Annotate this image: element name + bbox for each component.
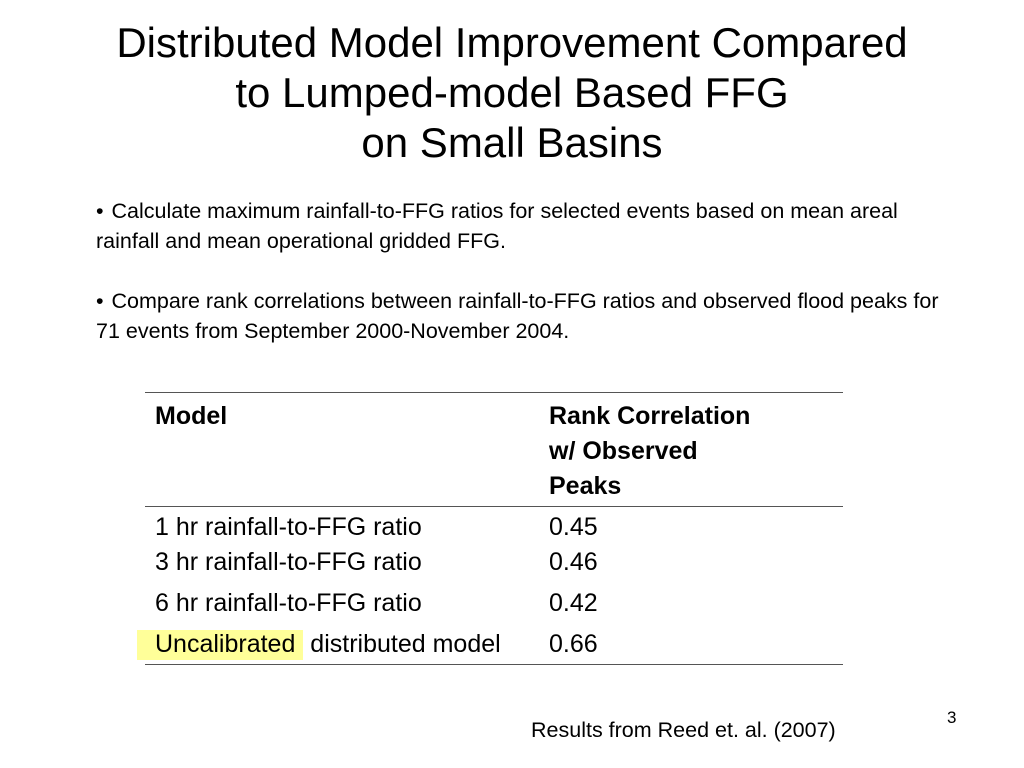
cell-value: 0.46 [549,548,598,576]
cell-model: 1 hr rainfall-to-FFG ratio [155,513,422,541]
bullet-marker: • [96,289,104,313]
cell-model: 3 hr rainfall-to-FFG ratio [155,548,422,576]
bullet-marker: • [96,199,104,223]
slide-title: Distributed Model Improvement Compared t… [0,18,1024,168]
bullet-item: • Calculate maximum rainfall-to-FFG ratio… [96,196,946,256]
title-line-2: to Lumped-model Based FFG [235,69,789,116]
cell-model-rest: distributed model [303,630,501,658]
cell-model: 6 hr rainfall-to-FFG ratio [155,589,422,617]
bullet-text: Compare rank correlations between rainfa… [96,289,939,343]
table-header-row: Model Rank Correlation w/ Observed Peaks [145,392,843,507]
cell-model: Uncalibrated distributed model [137,621,539,665]
table-row: 1 hr rainfall-to-FFG ratio 0.45 [145,507,843,546]
source-caption: Results from Reed et. al. (2007) [531,718,836,742]
cell-value: 0.42 [549,589,598,617]
header-rank-line-2: w/ Observed [549,437,698,465]
title-line-3: on Small Basins [361,119,663,166]
cell-value: 0.45 [549,513,598,541]
table-row: 6 hr rainfall-to-FFG ratio 0.42 [145,580,843,621]
header-model: Model [145,392,539,507]
bullet-item: • Compare rank correlations between rainf… [96,286,946,346]
header-rank-line-3: Peaks [549,472,622,500]
page-number: 3 [947,708,957,727]
header-rank-correlation: Rank Correlation w/ Observed Peaks [539,392,843,507]
cell-value: 0.66 [539,621,843,665]
results-table: Model Rank Correlation w/ Observed Peaks… [137,392,843,665]
table-row: 3 hr rainfall-to-FFG ratio 0.46 [145,545,843,580]
header-rank-line-1: Rank Correlation [549,402,751,430]
bullet-list: • Calculate maximum rainfall-to-FFG ratio… [96,196,946,376]
title-line-1: Distributed Model Improvement Compared [116,19,908,66]
table-row: Uncalibrated distributed model 0.66 [137,621,843,665]
highlighted-text: Uncalibrated [137,630,304,660]
bullet-text: Calculate maximum rainfall-to-FFG ratios… [96,199,898,253]
